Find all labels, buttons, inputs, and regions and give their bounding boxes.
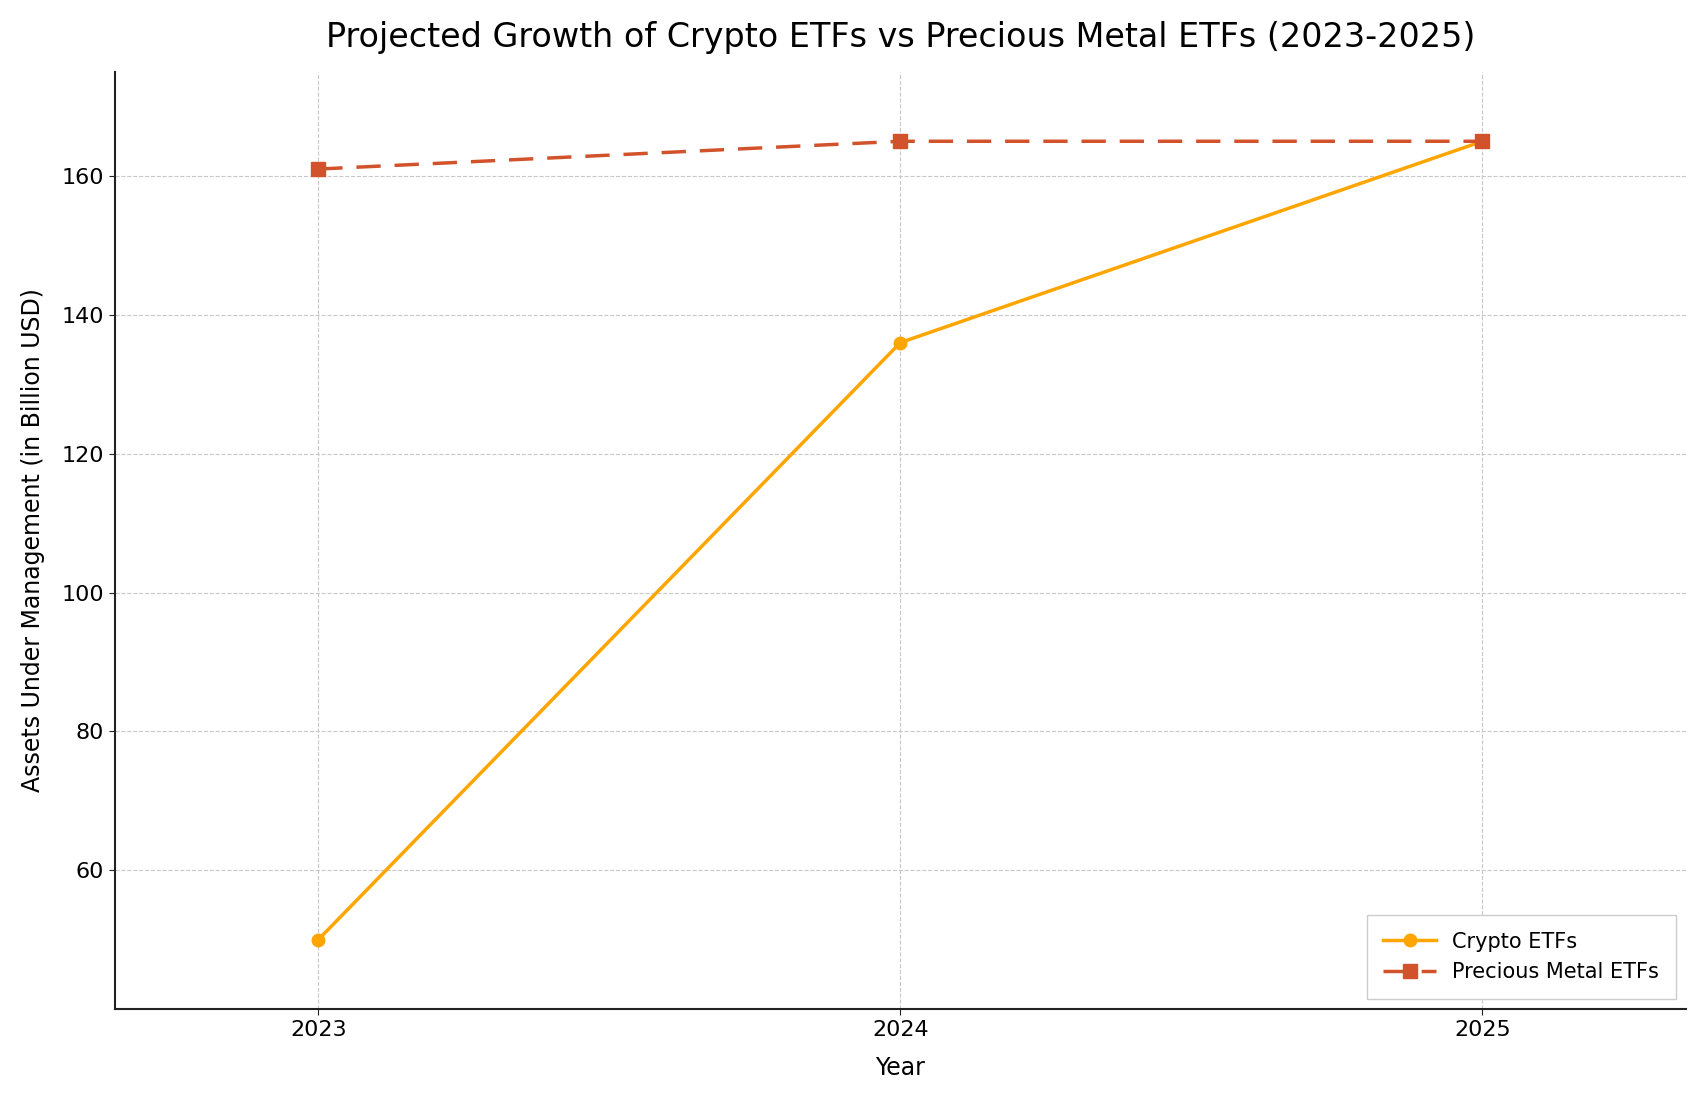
Precious Metal ETFs bbox=[889, 134, 910, 148]
Y-axis label: Assets Under Management (in Billion USD): Assets Under Management (in Billion USD) bbox=[20, 288, 44, 793]
Line: Precious Metal ETFs: Precious Metal ETFs bbox=[311, 134, 1490, 176]
X-axis label: Year: Year bbox=[876, 1056, 925, 1080]
Crypto ETFs bbox=[307, 933, 328, 946]
Legend: Crypto ETFs, Precious Metal ETFs: Crypto ETFs, Precious Metal ETFs bbox=[1367, 915, 1676, 999]
Crypto ETFs bbox=[889, 336, 910, 349]
Crypto ETFs bbox=[1471, 134, 1492, 148]
Precious Metal ETFs bbox=[307, 163, 328, 176]
Precious Metal ETFs bbox=[1471, 134, 1492, 148]
Line: Crypto ETFs: Crypto ETFs bbox=[312, 135, 1489, 946]
Title: Projected Growth of Crypto ETFs vs Precious Metal ETFs (2023-2025): Projected Growth of Crypto ETFs vs Preci… bbox=[326, 21, 1475, 54]
